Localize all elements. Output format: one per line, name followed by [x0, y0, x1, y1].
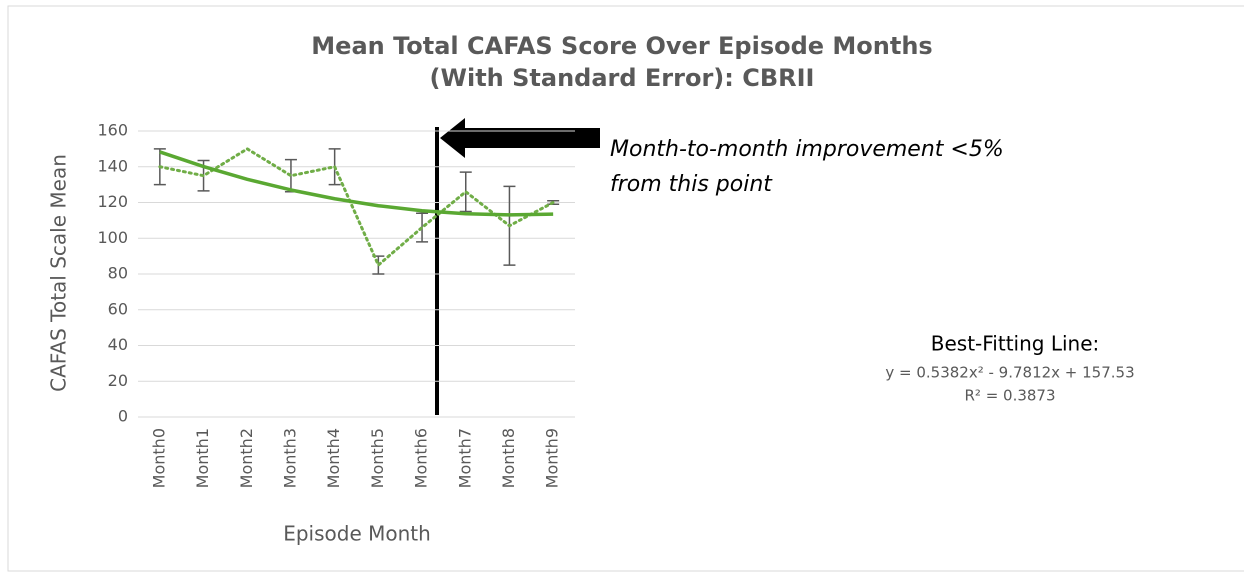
y-tick-label: 100: [97, 228, 128, 247]
x-axis-label: Episode Month: [283, 522, 431, 546]
y-tick-label: 160: [97, 121, 128, 140]
annotation: from this point: [610, 172, 773, 197]
y-tick-label: 60: [108, 299, 128, 318]
x-tick-label: Month0: [149, 428, 168, 488]
annotation: Month-to-month improvement <5%: [610, 137, 1004, 162]
x-tick-label: Month6: [412, 428, 431, 488]
trendline-r2: R² = 0.3873: [964, 387, 1055, 405]
x-tick-label: Month7: [455, 428, 474, 488]
x-tick-label: Month4: [324, 428, 343, 488]
y-tick-label: 120: [97, 192, 128, 211]
chart-title: (With Standard Error): CBRII: [430, 64, 815, 92]
x-tick-label: Month2: [237, 428, 256, 488]
y-tick-label: 0: [118, 407, 128, 426]
x-tick-label: Month8: [499, 428, 518, 488]
y-tick-label: 80: [108, 264, 128, 283]
x-tick-label: Month9: [543, 428, 562, 488]
y-tick-label: 20: [108, 371, 128, 390]
x-tick-label: Month1: [193, 428, 212, 488]
trend-line: [159, 150, 554, 217]
x-tick-label: Month5: [368, 428, 387, 488]
x-tick-label: Month3: [280, 428, 299, 488]
chart-title: Mean Total CAFAS Score Over Episode Mont…: [311, 32, 932, 60]
y-axis-label: CAFAS Total Scale Mean: [47, 154, 71, 392]
trendline-label: Best-Fitting Line:: [931, 332, 1100, 356]
chart-frame: [7, 5, 1244, 572]
y-tick-label: 140: [97, 156, 128, 175]
arrow: [440, 118, 600, 158]
data-line: [158, 147, 555, 268]
y-tick-label: 40: [108, 335, 128, 354]
trendline-equation: y = 0.5382x² - 9.7812x + 157.53: [885, 364, 1134, 382]
